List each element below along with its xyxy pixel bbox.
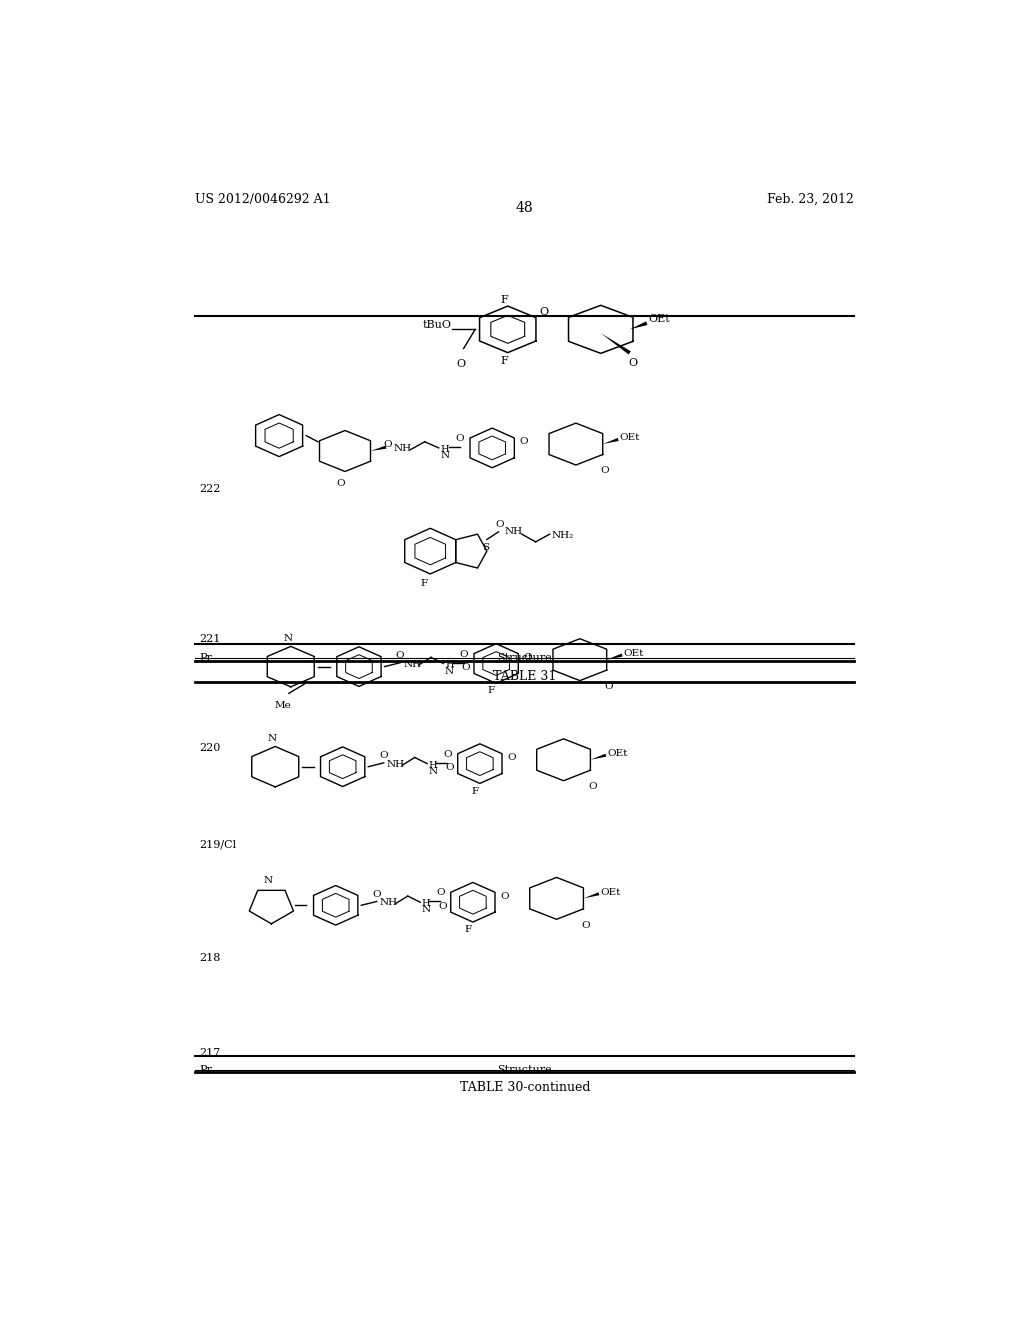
Text: F: F <box>500 296 508 305</box>
Text: 220: 220 <box>200 743 221 752</box>
Text: O: O <box>523 653 531 661</box>
Text: N: N <box>445 667 454 676</box>
Text: O: O <box>589 781 597 791</box>
Text: F: F <box>472 787 479 796</box>
Text: O: O <box>457 359 466 368</box>
Text: O: O <box>459 649 468 659</box>
Text: Feb. 23, 2012: Feb. 23, 2012 <box>767 193 854 206</box>
Text: O: O <box>507 752 516 762</box>
Text: N: N <box>440 451 450 459</box>
Text: 222: 222 <box>200 483 221 494</box>
Text: O: O <box>500 891 509 900</box>
Text: O: O <box>582 920 590 929</box>
Text: N: N <box>267 734 276 743</box>
Text: Pr: Pr <box>200 1065 212 1074</box>
Polygon shape <box>630 321 647 330</box>
Text: O: O <box>380 751 388 760</box>
Text: tBuO: tBuO <box>423 321 452 330</box>
Polygon shape <box>584 892 599 899</box>
Text: F: F <box>500 355 508 366</box>
Polygon shape <box>371 446 386 451</box>
Text: TABLE 31: TABLE 31 <box>494 669 556 682</box>
Text: O: O <box>383 441 392 449</box>
Text: OEt: OEt <box>600 887 621 896</box>
Text: O: O <box>496 520 505 529</box>
Text: O: O <box>456 434 464 444</box>
Text: NH: NH <box>394 445 412 453</box>
Text: H: H <box>422 899 430 908</box>
Text: NH: NH <box>505 528 523 536</box>
Text: O: O <box>461 663 470 672</box>
Polygon shape <box>591 754 606 760</box>
Text: NH₂: NH₂ <box>551 531 573 540</box>
Polygon shape <box>606 653 623 660</box>
Text: OEt: OEt <box>620 433 640 442</box>
Text: OEt: OEt <box>648 314 670 323</box>
Text: NH: NH <box>380 899 398 907</box>
Text: N: N <box>422 906 431 915</box>
Text: O: O <box>443 750 452 759</box>
Text: O: O <box>436 888 444 898</box>
Text: NH: NH <box>403 660 421 669</box>
Text: O: O <box>444 763 454 772</box>
Text: O: O <box>605 682 613 690</box>
Text: O: O <box>395 651 404 660</box>
Text: TABLE 30-continued: TABLE 30-continued <box>460 1081 590 1094</box>
Text: O: O <box>519 437 528 446</box>
Text: F: F <box>465 925 472 935</box>
Text: O: O <box>373 890 381 899</box>
Text: F: F <box>421 578 428 587</box>
Text: 217: 217 <box>200 1048 220 1057</box>
Text: Me: Me <box>274 701 291 710</box>
Text: US 2012/0046292 A1: US 2012/0046292 A1 <box>196 193 331 206</box>
Text: N: N <box>283 635 292 643</box>
Text: N: N <box>264 876 272 886</box>
Text: O: O <box>539 308 548 317</box>
Text: O: O <box>337 479 345 488</box>
Text: OEt: OEt <box>624 649 644 657</box>
Text: F: F <box>487 686 495 696</box>
Text: Pr: Pr <box>200 653 212 664</box>
Text: Structure: Structure <box>498 653 552 664</box>
Text: OEt: OEt <box>607 748 628 758</box>
Text: 221: 221 <box>200 634 221 644</box>
Polygon shape <box>603 438 618 444</box>
Text: NH: NH <box>387 760 404 768</box>
Text: H: H <box>429 760 437 770</box>
Text: H: H <box>440 445 449 454</box>
Text: S: S <box>481 543 488 552</box>
Text: N: N <box>429 767 438 776</box>
Text: 219/Cl: 219/Cl <box>200 840 237 849</box>
Text: O: O <box>438 902 446 911</box>
Polygon shape <box>601 333 631 355</box>
Text: O: O <box>601 466 609 475</box>
Text: 218: 218 <box>200 953 221 964</box>
Text: Structure: Structure <box>498 1065 552 1074</box>
Text: H: H <box>445 660 454 669</box>
Text: 48: 48 <box>516 201 534 215</box>
Text: O: O <box>629 358 637 368</box>
